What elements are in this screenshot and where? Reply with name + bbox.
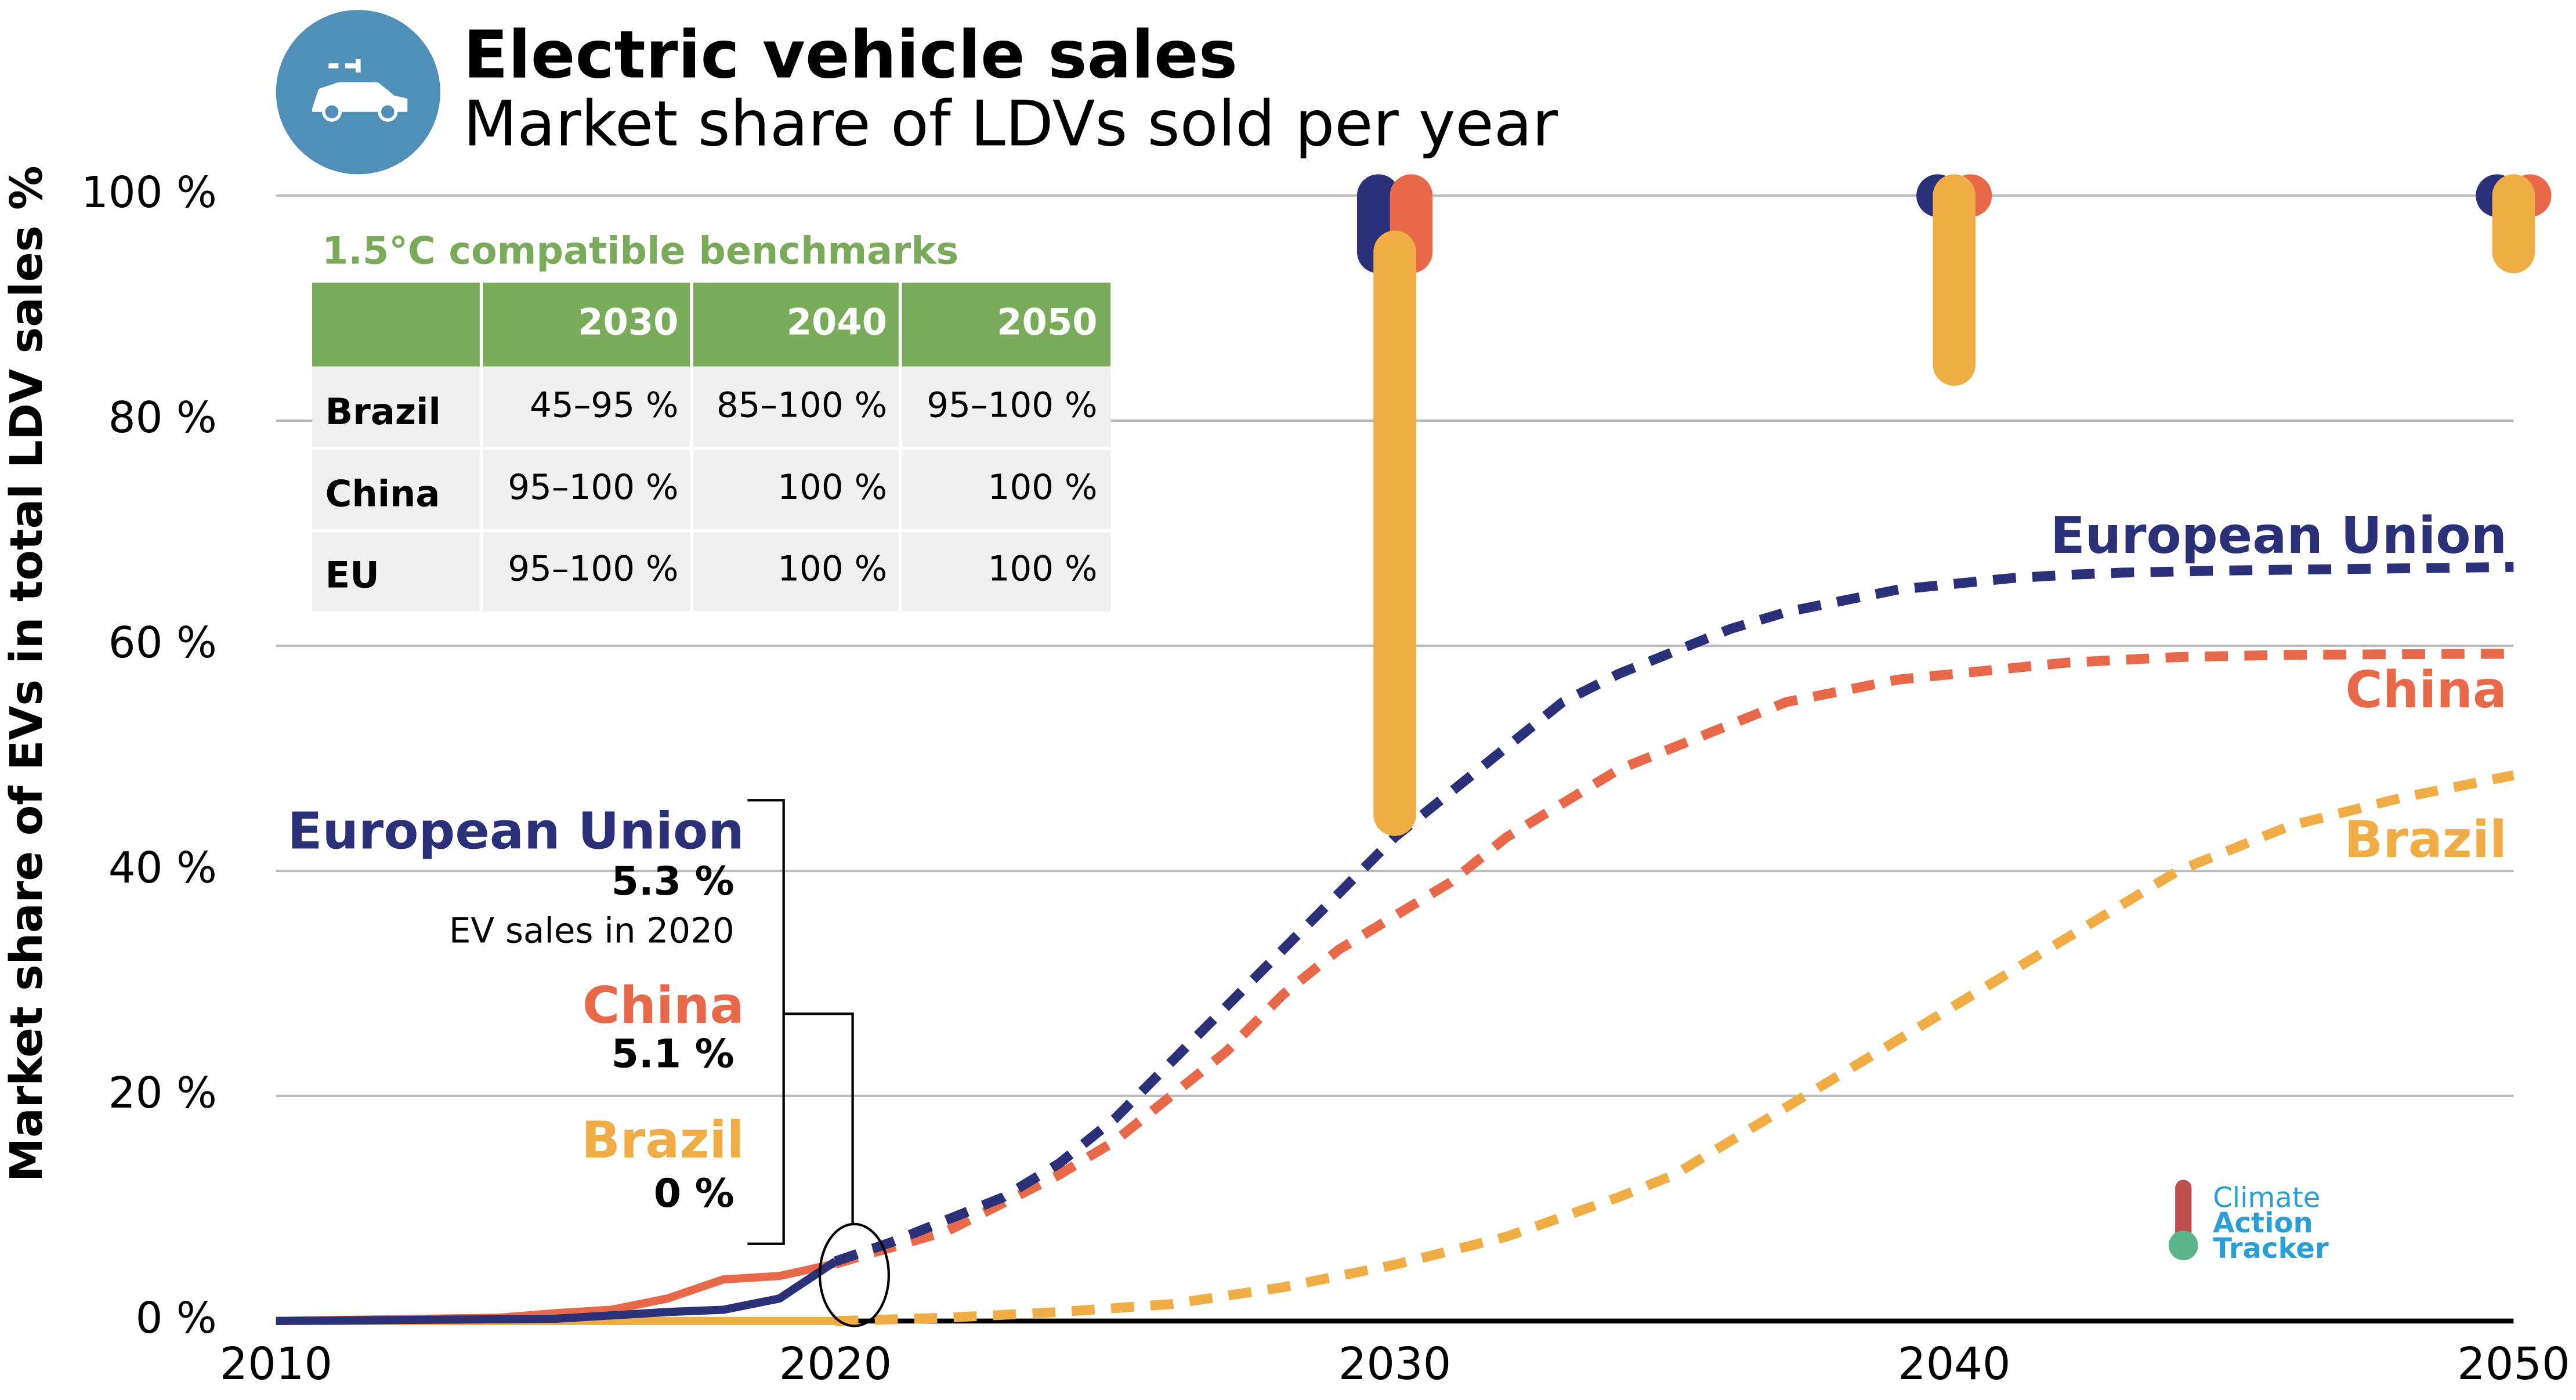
x-tick-label: 2050 [2457,1338,2570,1390]
table-column-header: 2050 [997,301,1097,343]
annotation-value: 5.1 % [612,1032,735,1077]
table-cell: 95–100 % [927,386,1097,426]
table-cell: 95–100 % [508,468,678,508]
table-title: 1.5°C compatible benchmarks [322,229,958,273]
table-cell: 100 % [988,468,1098,508]
series-label: China [2345,660,2507,719]
table-row-name: EU [325,554,379,596]
annotation-name: China [583,976,744,1035]
logo-text: Climate [2213,1181,2320,1214]
x-tick-label: 2010 [219,1338,332,1390]
projection-line [834,649,2514,1269]
table-row-name: Brazil [325,390,441,433]
y-tick-label: 60 % [108,618,217,668]
table-body [312,366,1111,612]
logo-bulb [2168,1231,2198,1261]
y-tick-label: 20 % [108,1069,217,1118]
projection-line [834,562,2514,1267]
projection-line [835,770,2515,1326]
y-axis-label: Market share of EVs in total LDV sales % [1,165,53,1182]
y-tick-label: 100 % [81,168,217,218]
history-line [276,1258,838,1325]
annotation-name: Brazil [581,1110,744,1170]
table-cell: 95–100 % [508,549,678,589]
bracket [747,799,854,1245]
y-tick-label: 40 % [108,844,217,893]
annotation-value: 0 % [654,1171,735,1217]
table-column-header: 2040 [787,301,887,343]
table-cell: 45–95 % [530,386,678,426]
annotation-note: EV sales in 2020 [449,911,735,952]
history-line [276,1260,837,1325]
highlight [818,1222,891,1327]
chart-subtitle: Market share of LDVs sold per year [464,88,1558,160]
table-cell: 100 % [777,468,887,508]
annotation-value: 5.3 % [612,859,735,905]
table-cell: 100 % [777,549,887,589]
y-tick-label: 80 % [108,393,217,443]
x-tick-label: 2040 [1898,1338,2011,1390]
table-cell: 100 % [988,549,1098,589]
y-tick-label: 0 % [136,1294,217,1343]
table-column-header: 2030 [578,301,678,343]
logo-text: Action [2213,1207,2313,1239]
x-tick-label: 2020 [779,1338,892,1390]
logo-text: Tracker [2213,1232,2329,1265]
table-header [312,283,1111,367]
icon [276,10,440,175]
annotation-name: European Union [287,802,744,861]
table-cell: 85–100 % [717,386,887,426]
logo-thermometer [2175,1180,2192,1246]
x-tick-label: 2030 [1338,1338,1452,1390]
series-label: European Union [2050,506,2507,565]
chart-title: Electric vehicle sales [464,16,1238,93]
series-label: Brazil [2344,810,2507,869]
table-row-name: China [325,472,440,515]
